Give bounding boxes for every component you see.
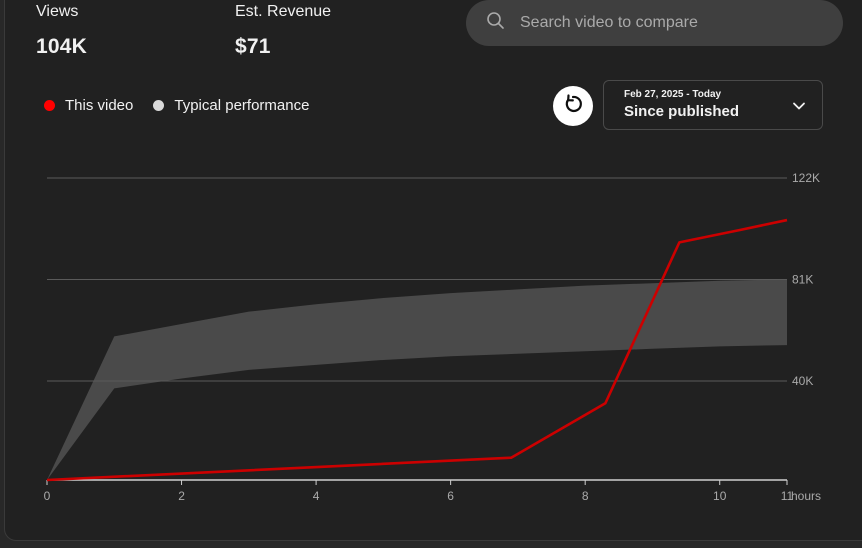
- legend-label-typical: Typical performance: [174, 97, 310, 114]
- revenue-label: Est. Revenue: [235, 3, 332, 20]
- x-tick-label: 6: [447, 489, 454, 503]
- views-value: 104K: [36, 35, 88, 58]
- search-input[interactable]: [518, 13, 822, 33]
- refresh-button[interactable]: [553, 86, 593, 126]
- chart-legend: This video Typical performance: [44, 97, 329, 114]
- legend-label-this-video: This video: [65, 97, 134, 114]
- legend-dot-this-video: [44, 100, 55, 111]
- y-tick-label: 122K: [792, 171, 820, 185]
- legend-dot-typical: [153, 100, 165, 111]
- refresh-icon: [561, 92, 585, 121]
- y-tick-label: 81K: [792, 272, 813, 286]
- views-label: Views: [36, 3, 79, 20]
- date-range-dropdown[interactable]: Feb 27, 2025 - Today Since published: [603, 80, 823, 130]
- series-line-this-video: [46, 218, 788, 482]
- legend-this-video: This video: [44, 97, 133, 114]
- chevron-down-icon: [792, 99, 806, 118]
- x-tick-label: 8: [582, 489, 589, 503]
- analytics-panel: [4, 0, 862, 541]
- date-range-selected: Since published: [624, 103, 740, 120]
- x-tick-label: 11: [781, 489, 794, 503]
- date-range-text: Feb 27, 2025 - Today: [624, 89, 722, 100]
- typical-performance-band: [47, 279, 787, 480]
- revenue-value: $71: [235, 35, 271, 58]
- x-axis-unit: hours: [791, 489, 821, 503]
- compare-search-box[interactable]: [466, 0, 843, 46]
- x-tick-label: 0: [44, 489, 51, 503]
- search-icon: [486, 11, 506, 36]
- views-metric[interactable]: Views 104K: [36, 3, 87, 59]
- x-tick-label: 2: [178, 489, 185, 503]
- y-tick-label: 40K: [792, 374, 813, 388]
- revenue-metric[interactable]: Est. Revenue $71: [235, 3, 331, 59]
- x-tick-label: 10: [713, 489, 727, 503]
- legend-typical: Typical performance: [153, 97, 309, 114]
- x-tick-label: 4: [313, 489, 320, 503]
